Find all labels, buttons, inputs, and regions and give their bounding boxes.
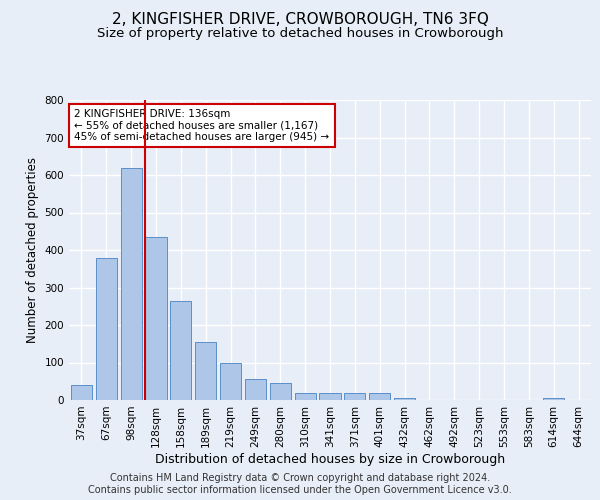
Bar bbox=[220, 362, 241, 400]
Y-axis label: Number of detached properties: Number of detached properties bbox=[26, 157, 39, 343]
Bar bbox=[245, 380, 266, 400]
Bar bbox=[145, 237, 167, 400]
Bar bbox=[170, 300, 191, 400]
Bar bbox=[270, 383, 291, 400]
Bar bbox=[121, 168, 142, 400]
Text: Size of property relative to detached houses in Crowborough: Size of property relative to detached ho… bbox=[97, 28, 503, 40]
X-axis label: Distribution of detached houses by size in Crowborough: Distribution of detached houses by size … bbox=[155, 452, 505, 466]
Bar bbox=[96, 258, 117, 400]
Bar bbox=[319, 392, 341, 400]
Bar bbox=[543, 398, 564, 400]
Text: 2 KINGFISHER DRIVE: 136sqm
← 55% of detached houses are smaller (1,167)
45% of s: 2 KINGFISHER DRIVE: 136sqm ← 55% of deta… bbox=[74, 109, 329, 142]
Text: 2, KINGFISHER DRIVE, CROWBOROUGH, TN6 3FQ: 2, KINGFISHER DRIVE, CROWBOROUGH, TN6 3F… bbox=[112, 12, 488, 28]
Bar bbox=[71, 385, 92, 400]
Bar bbox=[369, 392, 390, 400]
Text: Contains HM Land Registry data © Crown copyright and database right 2024.
Contai: Contains HM Land Registry data © Crown c… bbox=[88, 474, 512, 495]
Bar bbox=[394, 398, 415, 400]
Bar bbox=[344, 392, 365, 400]
Bar bbox=[295, 392, 316, 400]
Bar bbox=[195, 342, 216, 400]
